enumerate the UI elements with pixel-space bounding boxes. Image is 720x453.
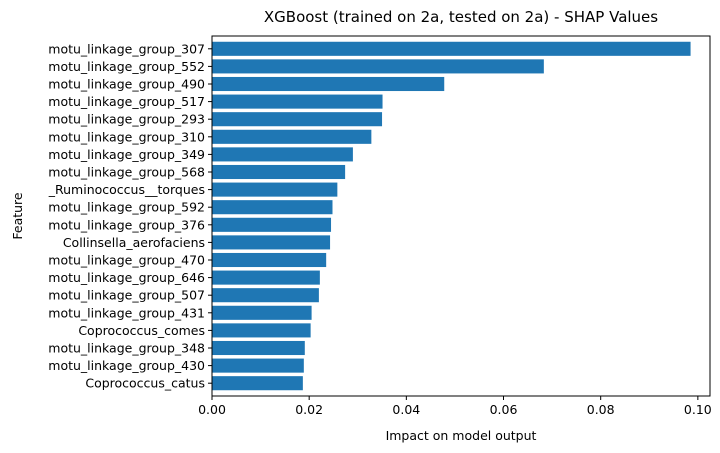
bars-group xyxy=(212,41,691,391)
bar-motu_linkage_group_310 xyxy=(212,129,372,144)
bar-Collinsella_aerofaciens xyxy=(212,235,331,250)
x-tick-label: 0.08 xyxy=(587,402,615,417)
x-tick-label: 0.00 xyxy=(198,402,226,417)
y-tick-label: motu_linkage_group_568 xyxy=(48,165,205,180)
bar-motu_linkage_group_307 xyxy=(212,41,691,56)
y-tick-label: motu_linkage_group_507 xyxy=(48,288,205,303)
y-tick-label: motu_linkage_group_470 xyxy=(48,253,205,268)
x-tick-label: 0.02 xyxy=(295,402,323,417)
bar-motu_linkage_group_646 xyxy=(212,270,320,285)
y-tick-label: motu_linkage_group_348 xyxy=(48,341,205,356)
bar-motu_linkage_group_517 xyxy=(212,94,383,109)
bar-motu_linkage_group_470 xyxy=(212,252,327,268)
y-tick-label: motu_linkage_group_592 xyxy=(48,200,205,215)
bar-motu_linkage_group_376 xyxy=(212,217,332,232)
bar-motu_linkage_group_592 xyxy=(212,200,333,215)
bar-_Ruminococcus__torques xyxy=(212,182,338,197)
y-tick-label: motu_linkage_group_307 xyxy=(48,41,205,56)
chart-title: XGBoost (trained on 2a, tested on 2a) - … xyxy=(264,8,658,26)
y-tick-label: Coprococcus_comes xyxy=(78,323,205,338)
y-tick-label: motu_linkage_group_431 xyxy=(48,305,205,320)
bar-motu_linkage_group_293 xyxy=(212,112,383,127)
x-axis-label: Impact on model output xyxy=(386,428,537,443)
x-tick-group: 0.00 0.02 0.04 0.06 0.08 0.10 xyxy=(198,396,712,417)
bar-motu_linkage_group_568 xyxy=(212,164,346,180)
bar-motu_linkage_group_349 xyxy=(212,147,353,162)
bar-Coprococcus_comes xyxy=(212,323,311,338)
y-axis-label: Feature xyxy=(10,192,25,240)
y-tick-label: motu_linkage_group_517 xyxy=(48,94,205,109)
y-tick-label: motu_linkage_group_376 xyxy=(48,217,205,232)
plot-frame xyxy=(211,35,711,397)
bar-motu_linkage_group_552 xyxy=(212,59,544,74)
bar-motu_linkage_group_348 xyxy=(212,340,305,356)
y-tick-label: motu_linkage_group_490 xyxy=(48,77,205,92)
y-tick-group: motu_linkage_group_307 motu_linkage_group… xyxy=(48,41,212,391)
bar-Coprococcus_catus xyxy=(212,376,303,391)
x-tick-label: 0.06 xyxy=(490,402,518,417)
y-tick-label: Coprococcus_catus xyxy=(85,376,205,391)
x-tick-label: 0.04 xyxy=(392,402,420,417)
y-tick-label: Collinsella_aerofaciens xyxy=(63,235,205,250)
y-tick-label: _Ruminococcus__torques xyxy=(48,182,205,197)
y-tick-label: motu_linkage_group_349 xyxy=(48,147,205,162)
bar-motu_linkage_group_430 xyxy=(212,358,304,373)
y-tick-label: motu_linkage_group_552 xyxy=(48,59,205,74)
y-tick-label: motu_linkage_group_646 xyxy=(48,270,205,285)
y-tick-label: motu_linkage_group_430 xyxy=(48,358,205,373)
bar-motu_linkage_group_490 xyxy=(212,76,445,92)
bar-motu_linkage_group_431 xyxy=(212,305,312,320)
y-tick-label: motu_linkage_group_310 xyxy=(48,129,205,144)
y-tick-label: motu_linkage_group_293 xyxy=(48,112,205,127)
x-tick-label: 0.10 xyxy=(684,402,712,417)
bar-motu_linkage_group_507 xyxy=(212,288,319,303)
